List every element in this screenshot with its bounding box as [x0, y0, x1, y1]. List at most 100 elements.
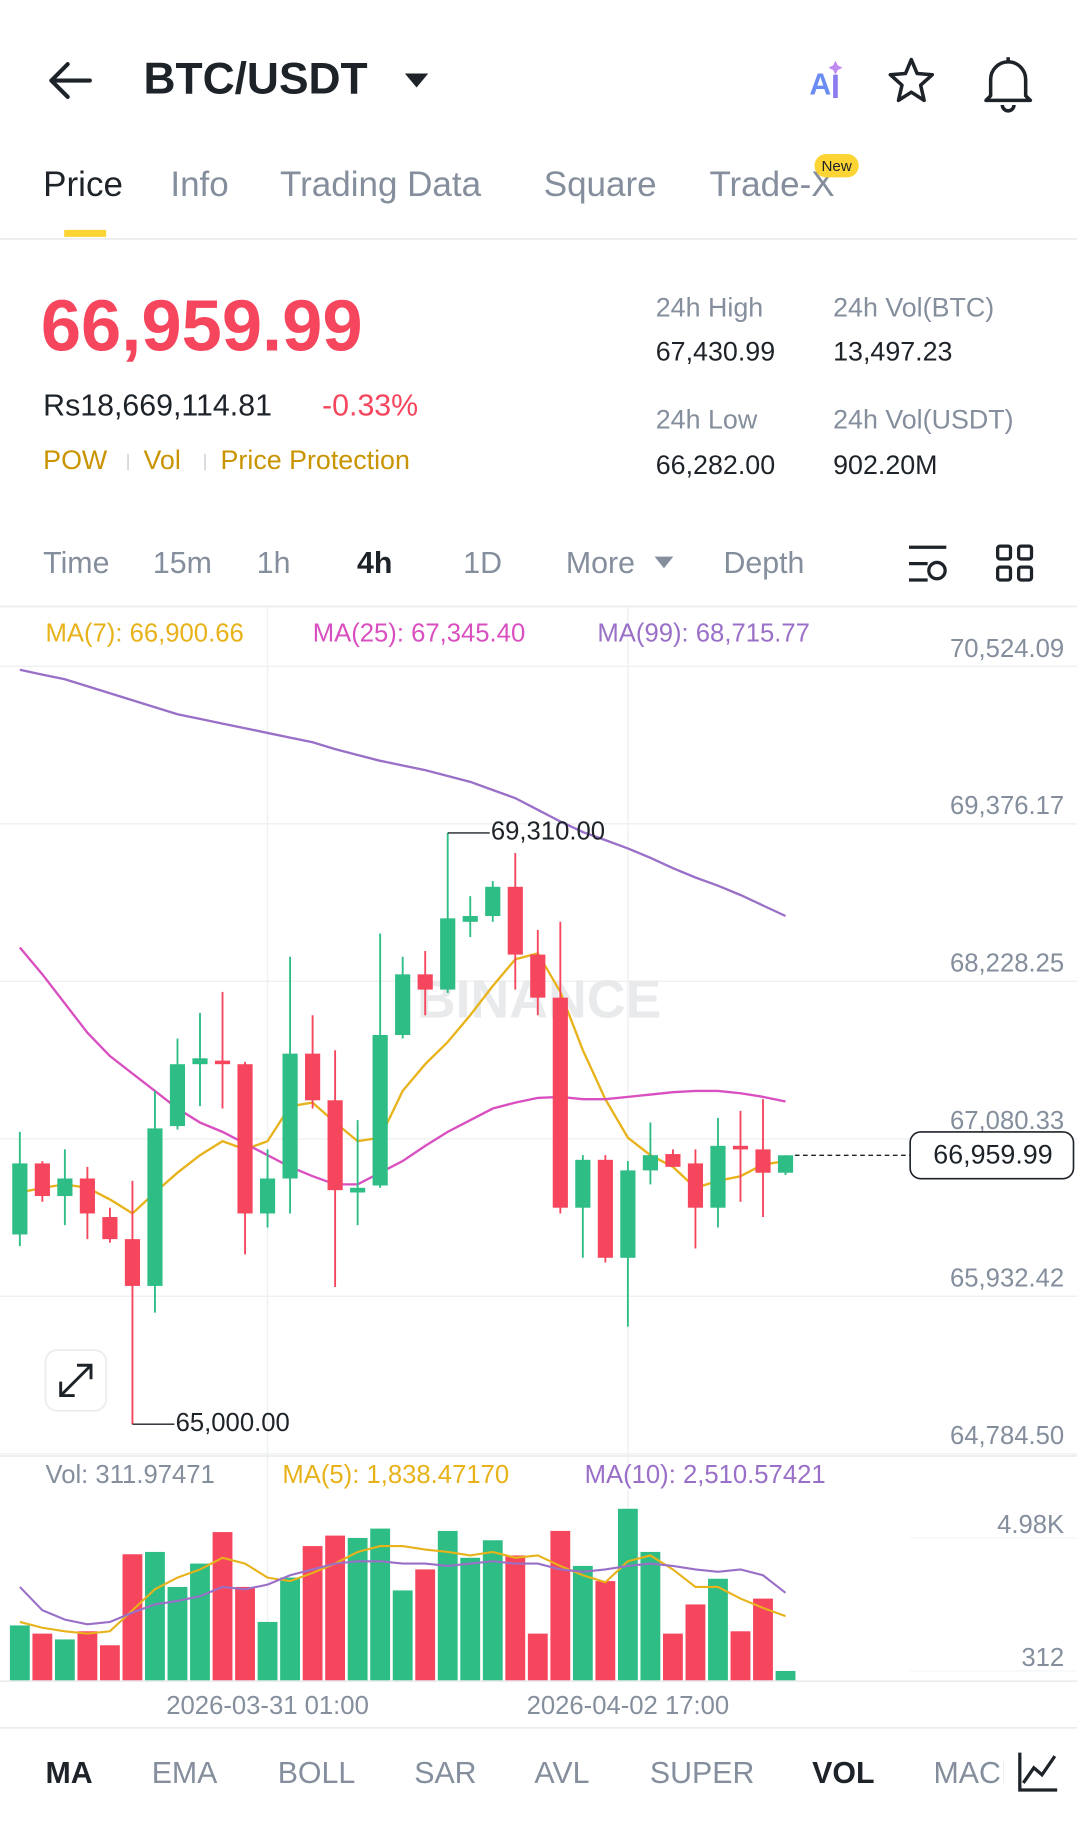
price-change: -0.33%	[322, 389, 418, 422]
volume-bar	[235, 1586, 255, 1681]
indicator[interactable]: EMA	[152, 1757, 218, 1790]
volume-bar	[122, 1554, 143, 1681]
tag[interactable]: POW	[43, 445, 108, 475]
volume-bar	[617, 1508, 638, 1681]
volume-bar	[302, 1546, 323, 1681]
y-tick-label: 65,932.42	[950, 1265, 1064, 1293]
indicator[interactable]: MA	[46, 1757, 93, 1790]
stat-value: 13,497.23	[833, 337, 952, 367]
volume-bar	[167, 1586, 188, 1681]
tag-separator	[127, 453, 129, 471]
candle-body	[507, 886, 523, 955]
interval[interactable]: 1h	[257, 547, 291, 580]
candle-body	[530, 954, 546, 998]
volume-bar	[32, 1633, 53, 1681]
divider	[0, 1726, 1077, 1729]
interval[interactable]: More	[566, 547, 635, 580]
volume-bar	[663, 1633, 683, 1681]
indicator-settings-button[interactable]	[1018, 1752, 1058, 1792]
y-tick-label: 4.98K	[997, 1511, 1064, 1539]
expand-button[interactable]	[44, 1349, 108, 1412]
tab-indicator	[64, 229, 107, 237]
stat-value: 66,282.00	[656, 450, 775, 480]
legend-entry: MA(25): 67,345.40	[313, 620, 526, 648]
volume-bar	[280, 1577, 300, 1681]
tag[interactable]: Vol	[144, 445, 181, 475]
candle-body	[147, 1128, 163, 1286]
volume-bar	[527, 1633, 548, 1681]
back-button[interactable]	[49, 62, 92, 99]
volume-bar	[708, 1578, 728, 1681]
legend-entry: MA(99): 68,715.77	[597, 620, 810, 648]
candle-body	[440, 918, 456, 990]
candle-body	[417, 974, 433, 990]
volume-bar	[572, 1565, 593, 1681]
candle-body	[57, 1178, 73, 1197]
stat-label: 24h Vol(USDT)	[833, 404, 1013, 434]
candle-body	[102, 1217, 118, 1240]
layout-button[interactable]	[996, 544, 1034, 582]
candle-body	[169, 1064, 186, 1127]
volume-bar	[370, 1528, 391, 1681]
pair-title[interactable]: BTC/USDT	[144, 54, 368, 103]
candle-body	[687, 1163, 704, 1208]
candle-body	[192, 1058, 208, 1065]
last-price-box	[909, 1131, 1075, 1180]
candle-body	[34, 1163, 50, 1197]
candle-body	[642, 1155, 658, 1171]
candle-body	[732, 1145, 749, 1150]
tab[interactable]: Price	[43, 165, 123, 204]
volume-bar	[482, 1540, 503, 1681]
last-price-label: 66,959.99	[933, 1140, 1052, 1170]
tab[interactable]: Trading Data	[280, 165, 482, 204]
divider	[0, 605, 1077, 608]
interval[interactable]: Depth	[723, 547, 804, 580]
indicator[interactable]: BOLL	[278, 1757, 356, 1790]
stat-label: 24h Low	[656, 404, 758, 434]
volume-bar	[212, 1532, 233, 1681]
volume-bar	[685, 1604, 706, 1681]
stat-value: 902.20M	[833, 450, 937, 480]
volume-bar	[347, 1537, 368, 1681]
candle-body	[552, 997, 568, 1208]
alert-button[interactable]	[984, 57, 1033, 113]
interval[interactable]: 1D	[463, 547, 502, 580]
x-tick-label: 2026-04-02 17:00	[527, 1692, 730, 1720]
indicator[interactable]: SAR	[414, 1757, 476, 1790]
divider	[0, 238, 1077, 240]
tab[interactable]: Info	[170, 165, 228, 204]
high-label: 69,310.00	[491, 818, 605, 846]
divider	[0, 1680, 1077, 1683]
candle-body	[755, 1149, 771, 1173]
tab[interactable]: Trade-X	[709, 165, 834, 204]
volume-chart: 312 4.98K Vol: 311.97471 MA(5): 1,838.47170…	[0, 1455, 1077, 1720]
chart-area: 70,524.09 69,376.17 68,228.25 67,080.33 65,9…	[0, 606, 1077, 1720]
pair-dropdown[interactable]	[404, 73, 429, 88]
candle-body	[124, 1239, 141, 1286]
volume-bar	[190, 1563, 210, 1681]
interval[interactable]: Time	[43, 547, 109, 580]
indicator[interactable]: VOL	[812, 1757, 874, 1790]
price-chart: 70,524.09 69,376.17 68,228.25 67,080.33 65,9…	[0, 606, 1077, 1681]
tag[interactable]: Price Protection	[221, 445, 410, 475]
indicator[interactable]: AVL	[534, 1757, 589, 1790]
favorite-button[interactable]	[888, 57, 935, 103]
chart-settings-button[interactable]	[908, 545, 947, 582]
candle-body	[485, 886, 501, 917]
ma-line	[18, 946, 786, 1186]
indicator[interactable]: SUPER	[650, 1757, 755, 1790]
candle-body	[395, 974, 411, 1035]
volume-bar	[99, 1645, 120, 1681]
tab[interactable]: Square	[544, 165, 657, 204]
candle-body	[214, 1060, 231, 1065]
interval[interactable]: 15m	[153, 547, 212, 580]
volume-bar	[753, 1598, 773, 1681]
volume-bar	[550, 1530, 571, 1681]
y-tick-label: 69,376.17	[950, 792, 1064, 820]
candle-body	[12, 1163, 28, 1235]
interval[interactable]: 4h	[357, 547, 392, 580]
ai-button[interactable]: A	[809, 60, 843, 102]
candle-body	[575, 1159, 591, 1208]
volume-bar	[640, 1551, 661, 1681]
stat-label: 24h High	[656, 292, 763, 322]
